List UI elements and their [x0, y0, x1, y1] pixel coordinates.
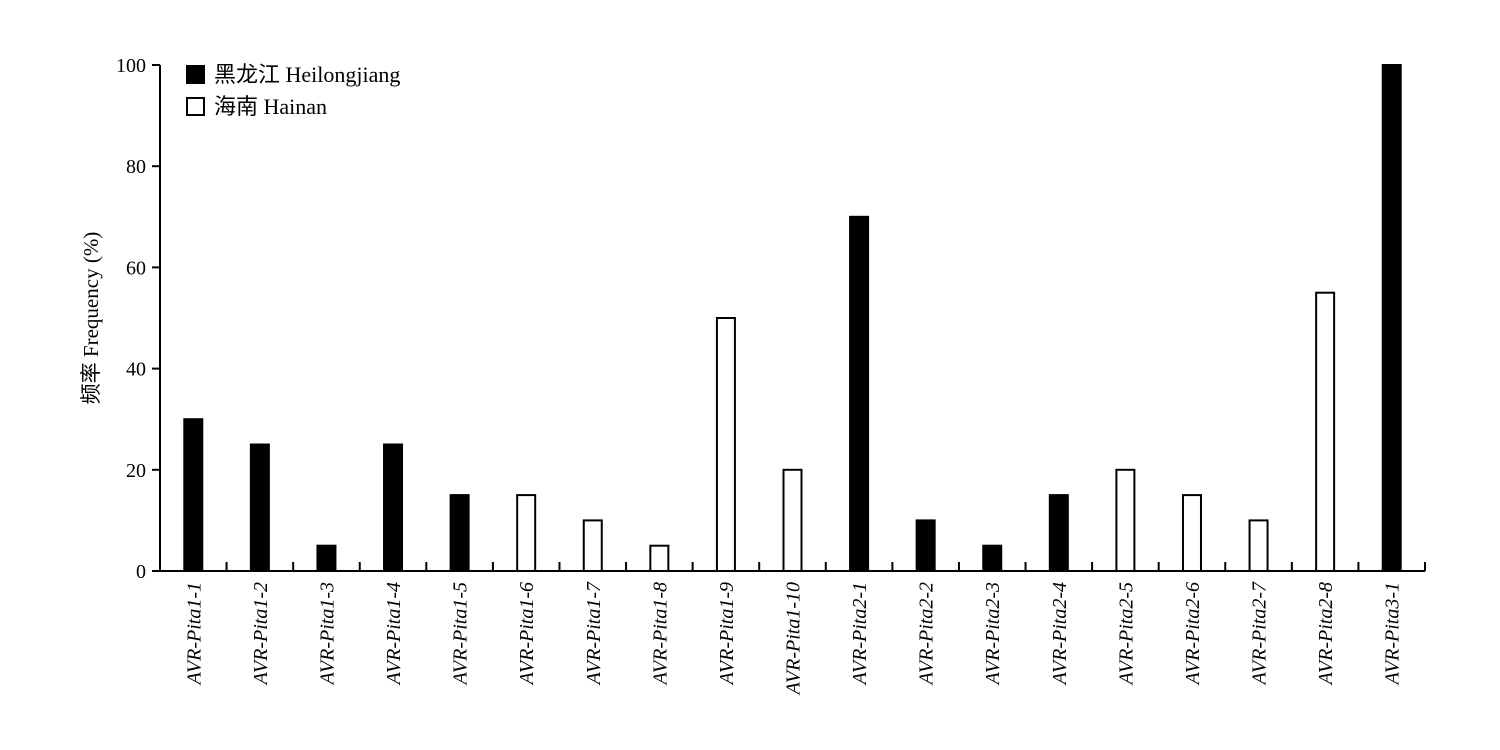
y-ticks: 0 20 40 60 80 100 [116, 55, 160, 583]
bar-heilongjiang [183, 418, 204, 573]
bar-heilongjiang [249, 443, 270, 572]
bar-hainan [1248, 519, 1269, 573]
legend-swatch [186, 97, 205, 116]
y-tick-label: 20 [126, 460, 146, 482]
bar-hainan [516, 494, 537, 573]
category-label: AVR-Pita1-8 [649, 582, 671, 686]
category-label: AVR-Pita1-3 [316, 582, 338, 686]
category-label: AVR-Pita1-1 [183, 582, 205, 686]
bar-heilongjiang [915, 519, 936, 573]
bar-hainan [582, 519, 603, 573]
category-label: AVR-Pita2-6 [1182, 582, 1204, 686]
category-label: AVR-Pita2-3 [982, 582, 1004, 686]
y-tick-label: 60 [126, 257, 146, 279]
category-label: AVR-Pita1-6 [516, 582, 538, 686]
legend-swatch [186, 65, 205, 84]
bar-hainan [1315, 291, 1336, 572]
legend: 黑龙江 Heilongjiang 海南 Hainan [186, 62, 400, 119]
category-label: AVR-Pita1-4 [383, 582, 405, 686]
bar-hainan [649, 544, 670, 573]
y-tick-label: 100 [116, 55, 146, 77]
y-axis-label: 频率 Frequency (%) [79, 232, 103, 405]
bar-hainan [782, 468, 803, 572]
x-ticks [159, 562, 1426, 571]
bars [183, 64, 1402, 573]
y-tick-label: 40 [126, 359, 146, 381]
category-label: AVR-Pita2-4 [1049, 582, 1071, 686]
bar-heilongjiang [1048, 494, 1069, 573]
bar-hainan [715, 317, 736, 572]
bar-heilongjiang [449, 494, 470, 573]
legend-label: 海南 Hainan [214, 94, 327, 119]
bar-heilongjiang [1381, 64, 1402, 572]
bar-heilongjiang [982, 544, 1003, 573]
bar-heilongjiang [849, 215, 870, 573]
category-label: AVR-Pita2-8 [1315, 582, 1337, 686]
bar-heilongjiang [383, 443, 404, 572]
category-label: AVR-Pita1-9 [716, 582, 738, 686]
bar-heilongjiang [316, 544, 337, 573]
category-label: AVR-Pita2-7 [1249, 581, 1271, 686]
category-label: AVR-Pita2-2 [916, 582, 938, 686]
category-label: AVR-Pita1-10 [783, 582, 805, 696]
category-labels: AVR-Pita1-1 AVR-Pita1-2 AVR-Pita1-3 AVR-Pit… [183, 581, 1403, 696]
category-label: AVR-Pita3-1 [1382, 582, 1404, 686]
legend-label: 黑龙江 Heilongjiang [214, 62, 400, 87]
category-label: AVR-Pita1-5 [450, 582, 472, 686]
bar-hainan [1181, 494, 1202, 573]
bar-hainan [1115, 468, 1136, 572]
category-label: AVR-Pita1-7 [583, 581, 605, 686]
category-label: AVR-Pita2-5 [1115, 582, 1137, 686]
category-label: AVR-Pita2-1 [849, 582, 871, 686]
category-label: AVR-Pita1-2 [250, 582, 272, 686]
y-tick-label: 0 [136, 561, 146, 583]
y-tick-label: 80 [126, 156, 146, 178]
